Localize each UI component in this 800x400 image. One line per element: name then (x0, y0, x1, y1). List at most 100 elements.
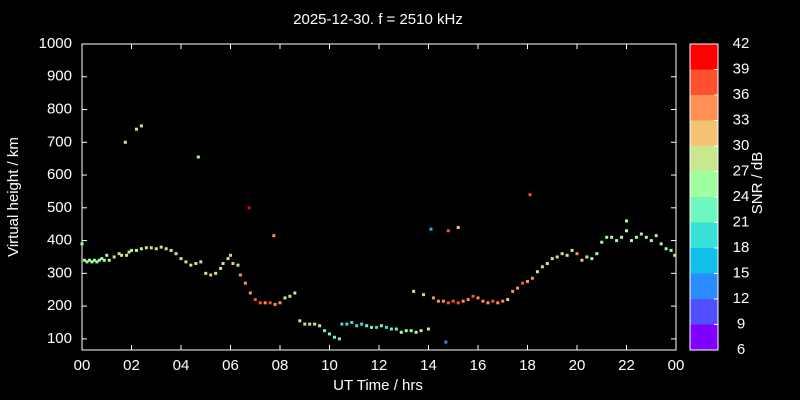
colorbar-band (690, 95, 718, 121)
data-point (308, 322, 312, 326)
data-point (427, 327, 430, 331)
colorbar-band (690, 273, 718, 299)
data-point (528, 193, 532, 197)
data-point (144, 246, 148, 250)
colorbar-band (690, 222, 718, 248)
data-point (268, 301, 272, 305)
x-tick-label: 16 (470, 357, 487, 374)
x-tick-label: 18 (519, 357, 536, 374)
data-point (169, 248, 173, 252)
x-tick-label: 04 (173, 357, 190, 374)
data-point (565, 253, 569, 257)
data-point (639, 232, 643, 236)
data-point (461, 299, 465, 303)
data-point (673, 253, 677, 257)
data-point (491, 299, 495, 303)
data-point (355, 324, 359, 328)
data-point (610, 235, 614, 239)
data-point (117, 252, 121, 256)
data-point (664, 247, 668, 251)
data-point (134, 127, 138, 131)
data-point (139, 124, 143, 128)
x-tick-label: 00 (668, 357, 685, 374)
data-point (123, 140, 127, 144)
data-point (189, 263, 193, 267)
data-point (134, 248, 138, 252)
data-point (209, 273, 213, 277)
data-point (486, 301, 490, 305)
x-tick-label: 00 (74, 357, 91, 374)
data-point (248, 291, 252, 295)
data-point (481, 299, 485, 303)
data-point (501, 299, 505, 303)
data-point (585, 255, 589, 259)
data-point (625, 229, 628, 233)
data-point (154, 247, 158, 251)
data-point (535, 270, 539, 274)
colorbar-band (690, 299, 718, 325)
data-point (337, 337, 341, 341)
y-tick-label: 100 (47, 330, 72, 347)
data-point (226, 257, 230, 261)
colorbar-tick-label: 12 (733, 290, 750, 307)
data-point (318, 324, 322, 328)
data-point (90, 260, 94, 264)
data-point (184, 260, 188, 264)
data-point (451, 299, 455, 303)
data-point (80, 242, 84, 246)
data-point (644, 235, 648, 239)
data-point (303, 322, 307, 326)
data-point (555, 255, 559, 259)
data-point (476, 296, 480, 300)
data-point (102, 258, 106, 262)
data-point (82, 258, 86, 262)
data-point (389, 327, 393, 331)
data-point (412, 289, 416, 293)
data-point (273, 302, 277, 306)
x-tick-label: 20 (569, 357, 586, 374)
colorbar-band (690, 248, 718, 274)
colorbar-band (690, 197, 718, 223)
data-point (196, 155, 200, 159)
colorbar-band (690, 146, 718, 172)
data-point (436, 299, 440, 303)
data-point (127, 250, 131, 254)
data-point (629, 239, 633, 243)
plot-frame (81, 43, 677, 351)
data-point (375, 325, 379, 329)
data-point (446, 301, 450, 305)
data-point (263, 301, 267, 305)
x-tick-label: 14 (420, 357, 437, 374)
colorbar-tick-label: 30 (733, 137, 750, 154)
data-point (278, 301, 282, 305)
data-point (219, 266, 223, 270)
data-point (149, 246, 153, 250)
colorbar-tick-label: 9 (737, 315, 745, 332)
data-point (506, 298, 510, 302)
data-point (446, 229, 450, 233)
colorbar-tick-label: 27 (733, 162, 750, 179)
data-point (258, 301, 262, 305)
colorbar-tick-label: 6 (737, 341, 745, 358)
y-tick-label: 1000 (39, 35, 72, 52)
y-tick-label: 500 (47, 199, 72, 216)
data-point (236, 263, 240, 267)
data-point (221, 262, 225, 266)
data-point (112, 255, 116, 259)
x-axis-label: UT Time / hrs (333, 377, 423, 394)
data-point (600, 240, 604, 244)
data-point (231, 262, 235, 266)
x-tick-label: 08 (272, 357, 289, 374)
data-point (179, 257, 183, 261)
data-point (298, 319, 302, 323)
y-tick-label: 300 (47, 264, 72, 281)
colorbar-tick-label: 42 (733, 35, 750, 52)
data-point (590, 257, 594, 261)
data-point (669, 248, 673, 252)
data-point (253, 298, 257, 302)
data-point (204, 271, 208, 275)
data-point (332, 335, 336, 339)
y-tick-label: 900 (47, 68, 72, 85)
data-point (431, 296, 435, 300)
